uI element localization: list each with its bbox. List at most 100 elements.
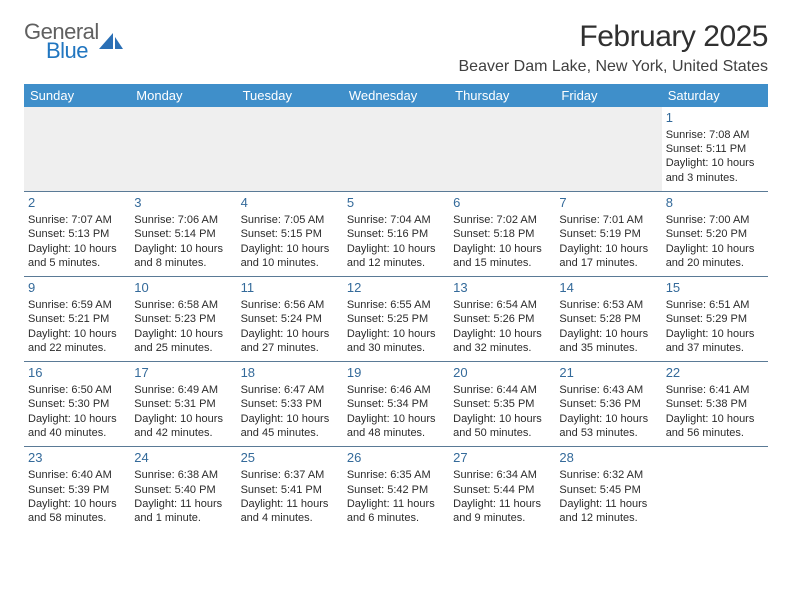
day1-text: Daylight: 11 hours xyxy=(347,497,445,511)
calendar-week-row: 16Sunrise: 6:50 AMSunset: 5:30 PMDayligh… xyxy=(24,362,768,447)
day1-text: Daylight: 10 hours xyxy=(559,327,657,341)
day1-text: Daylight: 10 hours xyxy=(134,412,232,426)
calendar-day-cell: 5Sunrise: 7:04 AMSunset: 5:16 PMDaylight… xyxy=(343,192,449,277)
sunrise-text: Sunrise: 6:41 AM xyxy=(666,383,764,397)
day2-text: and 30 minutes. xyxy=(347,341,445,355)
weekday-header: Monday xyxy=(130,84,236,107)
sunset-text: Sunset: 5:30 PM xyxy=(28,397,126,411)
calendar-day-cell: 16Sunrise: 6:50 AMSunset: 5:30 PMDayligh… xyxy=(24,362,130,447)
day2-text: and 20 minutes. xyxy=(666,256,764,270)
sunrise-text: Sunrise: 6:40 AM xyxy=(28,468,126,482)
day2-text: and 25 minutes. xyxy=(134,341,232,355)
sunset-text: Sunset: 5:20 PM xyxy=(666,227,764,241)
calendar-day-cell xyxy=(24,107,130,192)
sunset-text: Sunset: 5:29 PM xyxy=(666,312,764,326)
day2-text: and 1 minute. xyxy=(134,511,232,525)
logo-sail-icon xyxy=(99,31,125,58)
sunrise-text: Sunrise: 6:46 AM xyxy=(347,383,445,397)
day1-text: Daylight: 10 hours xyxy=(241,242,339,256)
day1-text: Daylight: 11 hours xyxy=(559,497,657,511)
title-block: February 2025 Beaver Dam Lake, New York,… xyxy=(459,20,769,76)
calendar-day-cell: 19Sunrise: 6:46 AMSunset: 5:34 PMDayligh… xyxy=(343,362,449,447)
day2-text: and 48 minutes. xyxy=(347,426,445,440)
calendar-body: 1Sunrise: 7:08 AMSunset: 5:11 PMDaylight… xyxy=(24,107,768,531)
calendar-day-cell: 17Sunrise: 6:49 AMSunset: 5:31 PMDayligh… xyxy=(130,362,236,447)
day2-text: and 9 minutes. xyxy=(453,511,551,525)
day2-text: and 6 minutes. xyxy=(347,511,445,525)
sunrise-text: Sunrise: 7:04 AM xyxy=(347,213,445,227)
sunrise-text: Sunrise: 6:37 AM xyxy=(241,468,339,482)
calendar-day-cell: 3Sunrise: 7:06 AMSunset: 5:14 PMDaylight… xyxy=(130,192,236,277)
sunset-text: Sunset: 5:31 PM xyxy=(134,397,232,411)
calendar-day-cell: 9Sunrise: 6:59 AMSunset: 5:21 PMDaylight… xyxy=(24,277,130,362)
day-number: 8 xyxy=(666,195,764,212)
day-number: 4 xyxy=(241,195,339,212)
day-number: 18 xyxy=(241,365,339,382)
calendar-day-cell xyxy=(555,107,661,192)
day2-text: and 8 minutes. xyxy=(134,256,232,270)
day2-text: and 42 minutes. xyxy=(134,426,232,440)
sunrise-text: Sunrise: 7:05 AM xyxy=(241,213,339,227)
logo-word-blue: Blue xyxy=(24,39,99,62)
day-number: 19 xyxy=(347,365,445,382)
weekday-header: Tuesday xyxy=(237,84,343,107)
day1-text: Daylight: 10 hours xyxy=(453,412,551,426)
sunset-text: Sunset: 5:45 PM xyxy=(559,483,657,497)
day-number: 26 xyxy=(347,450,445,467)
logo-text: General Blue xyxy=(24,20,99,62)
sunrise-text: Sunrise: 7:06 AM xyxy=(134,213,232,227)
day1-text: Daylight: 10 hours xyxy=(347,327,445,341)
calendar-day-cell: 24Sunrise: 6:38 AMSunset: 5:40 PMDayligh… xyxy=(130,447,236,532)
calendar-week-row: 9Sunrise: 6:59 AMSunset: 5:21 PMDaylight… xyxy=(24,277,768,362)
logo: General Blue xyxy=(24,20,125,62)
calendar-day-cell xyxy=(130,107,236,192)
sunset-text: Sunset: 5:35 PM xyxy=(453,397,551,411)
calendar-day-cell: 7Sunrise: 7:01 AMSunset: 5:19 PMDaylight… xyxy=(555,192,661,277)
sunrise-text: Sunrise: 7:08 AM xyxy=(666,128,764,142)
sunset-text: Sunset: 5:23 PM xyxy=(134,312,232,326)
day1-text: Daylight: 10 hours xyxy=(347,412,445,426)
day-number: 12 xyxy=(347,280,445,297)
day-number: 24 xyxy=(134,450,232,467)
sunrise-text: Sunrise: 6:58 AM xyxy=(134,298,232,312)
sunset-text: Sunset: 5:15 PM xyxy=(241,227,339,241)
weekday-header: Wednesday xyxy=(343,84,449,107)
day2-text: and 17 minutes. xyxy=(559,256,657,270)
day1-text: Daylight: 10 hours xyxy=(134,327,232,341)
day-number: 6 xyxy=(453,195,551,212)
calendar-day-cell: 15Sunrise: 6:51 AMSunset: 5:29 PMDayligh… xyxy=(662,277,768,362)
day2-text: and 22 minutes. xyxy=(28,341,126,355)
sunset-text: Sunset: 5:13 PM xyxy=(28,227,126,241)
calendar-day-cell: 20Sunrise: 6:44 AMSunset: 5:35 PMDayligh… xyxy=(449,362,555,447)
sunset-text: Sunset: 5:26 PM xyxy=(453,312,551,326)
day2-text: and 40 minutes. xyxy=(28,426,126,440)
day1-text: Daylight: 10 hours xyxy=(453,327,551,341)
day2-text: and 32 minutes. xyxy=(453,341,551,355)
day-number: 25 xyxy=(241,450,339,467)
calendar-day-cell: 1Sunrise: 7:08 AMSunset: 5:11 PMDaylight… xyxy=(662,107,768,192)
day2-text: and 37 minutes. xyxy=(666,341,764,355)
calendar-day-cell: 12Sunrise: 6:55 AMSunset: 5:25 PMDayligh… xyxy=(343,277,449,362)
day-number: 28 xyxy=(559,450,657,467)
sunrise-text: Sunrise: 6:51 AM xyxy=(666,298,764,312)
day-number: 3 xyxy=(134,195,232,212)
calendar-day-cell xyxy=(237,107,343,192)
day1-text: Daylight: 10 hours xyxy=(559,412,657,426)
calendar-day-cell: 18Sunrise: 6:47 AMSunset: 5:33 PMDayligh… xyxy=(237,362,343,447)
calendar-header-row: Sunday Monday Tuesday Wednesday Thursday… xyxy=(24,84,768,107)
calendar-week-row: 1Sunrise: 7:08 AMSunset: 5:11 PMDaylight… xyxy=(24,107,768,192)
sunrise-text: Sunrise: 6:47 AM xyxy=(241,383,339,397)
sunrise-text: Sunrise: 6:59 AM xyxy=(28,298,126,312)
sunset-text: Sunset: 5:44 PM xyxy=(453,483,551,497)
day1-text: Daylight: 10 hours xyxy=(559,242,657,256)
day2-text: and 56 minutes. xyxy=(666,426,764,440)
day-number: 27 xyxy=(453,450,551,467)
sunset-text: Sunset: 5:33 PM xyxy=(241,397,339,411)
day2-text: and 12 minutes. xyxy=(559,511,657,525)
sunrise-text: Sunrise: 7:07 AM xyxy=(28,213,126,227)
weekday-header: Friday xyxy=(555,84,661,107)
sunrise-text: Sunrise: 6:56 AM xyxy=(241,298,339,312)
day1-text: Daylight: 11 hours xyxy=(453,497,551,511)
day-number: 23 xyxy=(28,450,126,467)
day1-text: Daylight: 10 hours xyxy=(134,242,232,256)
